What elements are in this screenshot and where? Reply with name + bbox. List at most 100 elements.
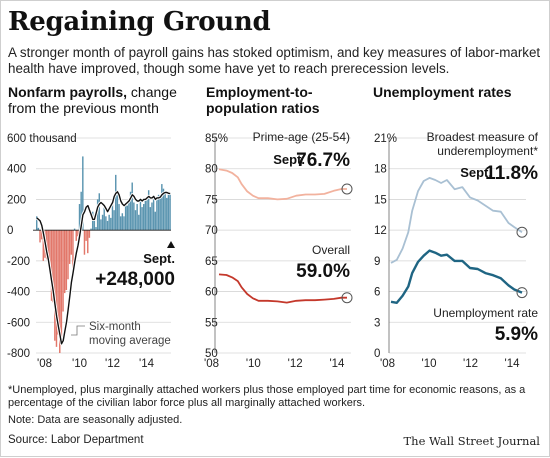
rate-line <box>390 176 523 264</box>
series-name-label: Unemployment rate <box>433 306 538 320</box>
payroll-bar <box>57 230 59 335</box>
y-tick-label: 55 <box>205 317 218 329</box>
payroll-bar <box>151 202 153 231</box>
ratios-panel-title: Employment-to-population ratios <box>206 84 320 116</box>
payroll-bar <box>52 230 54 303</box>
x-tick-label: '12 <box>288 358 303 370</box>
payroll-bar <box>100 219 102 231</box>
payroll-bar <box>166 197 168 231</box>
payroll-bar <box>108 214 110 231</box>
payroll-bar <box>124 205 127 231</box>
moving-average-label-line1: Six-month <box>89 321 141 333</box>
y-tick-label: 50 <box>205 348 218 360</box>
page-subtitle: A stronger month of payroll gains has st… <box>8 45 541 76</box>
payroll-bar <box>75 230 77 241</box>
unemployment-chart: 21% 18 15 12 9 6 3 0'08 '10 '12 '14 Broadest measur… <box>374 130 539 370</box>
payrolls-title-bold: Nonfarm payrolls, <box>8 84 128 100</box>
y-tick-label: 85% <box>205 133 228 145</box>
payroll-bar <box>119 216 122 231</box>
y-tick-label: 60 <box>205 287 218 299</box>
payroll-bar <box>72 230 74 269</box>
payroll-bar <box>167 191 170 231</box>
payroll-bar <box>154 211 156 231</box>
y-tick-label: 400 <box>7 164 26 176</box>
payroll-bar <box>105 216 107 231</box>
moving-average-line <box>36 191 171 345</box>
latest-point-circle <box>341 292 353 304</box>
latest-value-marker <box>167 241 175 248</box>
y-tick-label: 600 thousand <box>7 133 77 145</box>
payroll-bar <box>103 205 105 231</box>
payroll-bar <box>113 210 115 231</box>
y-tick-label: -200 <box>7 256 30 268</box>
ratio-line <box>218 168 347 201</box>
ratio-line <box>218 273 347 304</box>
payroll-bar <box>39 230 41 243</box>
x-tick-label: '14 <box>329 358 345 370</box>
y-tick-label: 15 <box>374 194 387 206</box>
payroll-bar <box>152 197 155 231</box>
y-tick-label: 0 <box>374 348 380 360</box>
payrolls-panel-title: Nonfarm payrolls, change from the previo… <box>8 84 178 116</box>
series-name-label: Prime-age (25-54) <box>253 130 350 144</box>
y-tick-label: -600 <box>7 317 30 329</box>
payroll-bar <box>156 199 158 231</box>
payroll-bar <box>40 230 43 240</box>
payroll-bar <box>88 230 91 238</box>
value-label: 76.7% <box>296 150 350 171</box>
payroll-bar <box>101 214 104 231</box>
x-tick-label: '10 <box>422 358 437 370</box>
payroll-bar <box>143 204 145 231</box>
payroll-bar <box>63 230 66 294</box>
payroll-bar <box>146 199 148 231</box>
payroll-bar <box>106 220 109 231</box>
payroll-bar <box>116 190 119 231</box>
payroll-bar <box>70 230 73 255</box>
payroll-bar <box>133 202 135 231</box>
y-tick-label: 12 <box>374 225 387 237</box>
payroll-bar <box>59 230 61 353</box>
payroll-bar <box>123 216 125 231</box>
sept-label: Sept. <box>273 152 305 167</box>
y-tick-label: -800 <box>7 348 30 360</box>
payroll-bar <box>68 230 71 264</box>
page-title: Regaining Ground <box>8 7 271 37</box>
payrolls-chart: 600 thousand 400 200 0 -200 -400 -600 -800 '08 '1… <box>7 133 177 370</box>
payroll-bar <box>128 199 130 231</box>
value-label: 11.8% <box>485 163 538 184</box>
payroll-bar <box>131 182 133 231</box>
payroll-bar <box>80 191 82 231</box>
payroll-bar <box>36 216 38 231</box>
payroll-bar <box>144 200 147 231</box>
payroll-bar <box>169 194 171 231</box>
payroll-bar <box>136 204 138 231</box>
payroll-bar <box>96 199 99 231</box>
payroll-bar <box>85 230 87 241</box>
footnote: *Unemployed, plus marginally attached wo… <box>8 384 526 409</box>
payroll-bar <box>147 190 150 231</box>
x-tick-label: '12 <box>105 358 120 370</box>
payroll-bar <box>111 202 114 231</box>
latest-point-circle <box>516 287 528 299</box>
y-tick-label: 80 <box>205 164 218 176</box>
x-tick-label: '08 <box>380 358 395 370</box>
series-name-label: Overall <box>312 243 350 257</box>
payroll-bar <box>115 174 117 231</box>
y-tick-label: 6 <box>374 287 380 299</box>
payroll-bar <box>141 207 143 231</box>
unemployment-panel-title: Unemployment rates <box>373 84 512 100</box>
payroll-bar <box>139 199 142 231</box>
payroll-bar <box>110 217 112 231</box>
payroll-bar <box>50 230 53 301</box>
payroll-bar <box>161 184 163 231</box>
payroll-bar <box>134 210 137 231</box>
value-label: 5.9% <box>495 324 538 345</box>
y-tick-label: 75 <box>205 194 218 206</box>
series-name-label-line1: Broadest measure of <box>427 130 539 144</box>
payroll-bar <box>98 193 101 231</box>
latest-point-circle <box>341 183 353 195</box>
moving-average-label-line2: moving average <box>89 335 171 347</box>
payroll-bar <box>62 230 64 312</box>
